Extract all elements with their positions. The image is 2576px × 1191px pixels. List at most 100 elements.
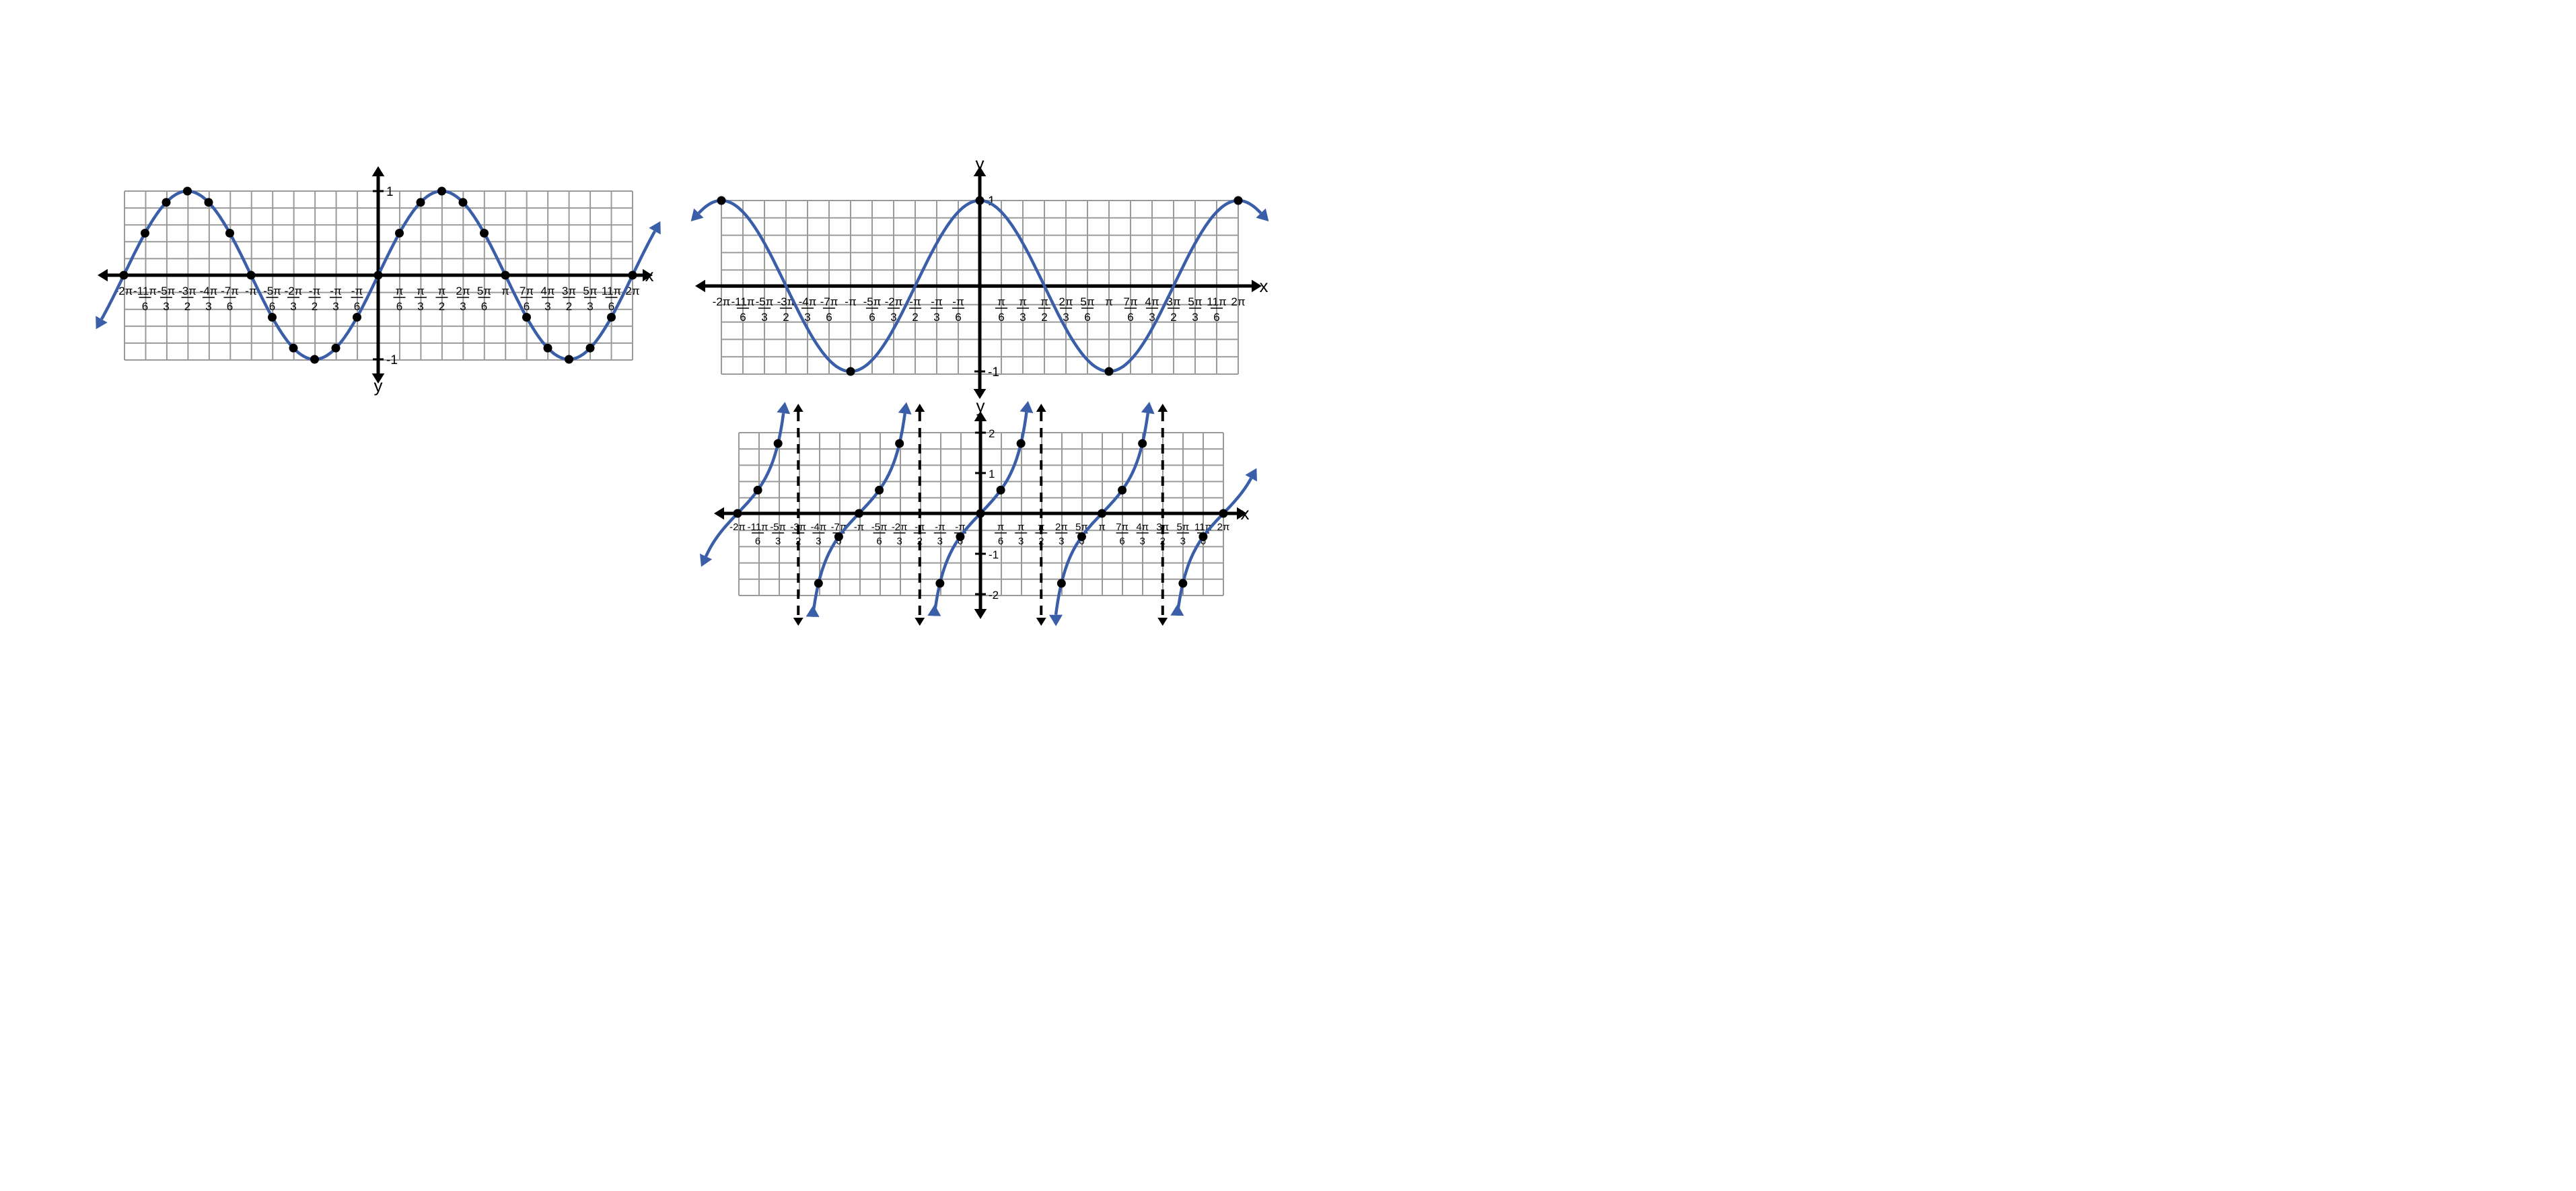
data-point <box>183 186 192 196</box>
data-point <box>373 270 383 280</box>
asymptote-arrow-icon <box>1157 404 1168 412</box>
x-tick-label-denominator: 3 <box>933 311 939 324</box>
x-tick-label: 4π <box>1145 295 1159 308</box>
x-tick-label: π <box>396 285 404 297</box>
x-tick-label: -π <box>845 295 856 308</box>
curve-arrow-icon <box>806 605 820 617</box>
x-tick-label-denominator: 6 <box>608 300 614 313</box>
data-point <box>846 367 855 376</box>
data-point <box>458 198 468 207</box>
data-point <box>141 229 149 238</box>
data-point <box>204 198 213 207</box>
x-tick-label: -π <box>245 285 256 297</box>
x-tick-label-denominator: 6 <box>998 536 1003 547</box>
x-tick-label: π <box>997 295 1005 308</box>
x-tick-label: -π <box>351 285 363 297</box>
x-tick-label: 5π <box>1075 521 1088 533</box>
x-tick-label-denominator: 3 <box>804 311 810 324</box>
data-point <box>814 579 823 588</box>
x-tick-label-denominator: 2 <box>1038 536 1044 547</box>
data-point <box>331 343 341 353</box>
data-point <box>628 270 637 280</box>
x-tick-label: -11π <box>748 521 768 533</box>
x-tick-label-denominator: 6 <box>1213 311 1219 324</box>
x-tick-label-denominator: 3 <box>290 300 296 313</box>
x-tick-label: -11π <box>133 285 157 297</box>
x-tick-label-denominator: 6 <box>955 311 961 324</box>
curve-arrow-icon <box>1245 468 1257 482</box>
curve-arrow-icon <box>649 221 661 235</box>
curve-arrow-icon <box>1170 604 1184 616</box>
curve-arrow-icon <box>690 208 704 221</box>
x-tick-label-denominator: 6 <box>869 311 875 324</box>
x-tick-label: 2π <box>456 285 470 297</box>
x-tick-label-denominator: 6 <box>958 536 963 547</box>
x-tick-label-denominator: 3 <box>896 536 902 547</box>
x-tick-label-denominator: 6 <box>836 536 841 547</box>
x-tick-label-denominator: 6 <box>826 311 832 324</box>
data-point <box>501 270 510 280</box>
x-tick-label-denominator: 6 <box>876 536 882 547</box>
x-axis-arrow-icon <box>695 279 705 293</box>
x-tick-label-denominator: 2 <box>1160 536 1166 547</box>
data-point <box>416 198 425 207</box>
x-tick-label: 5π <box>1188 295 1202 308</box>
data-point <box>1098 509 1106 518</box>
data-point <box>522 313 531 322</box>
y-tick-label: -1 <box>989 548 999 561</box>
x-tick-label: -π <box>955 521 965 533</box>
data-point <box>733 509 742 518</box>
x-tick-label: 7π <box>1123 295 1137 308</box>
x-tick-label: 2π <box>625 285 639 297</box>
x-tick-label: -5π <box>263 285 281 297</box>
x-tick-label-denominator: 6 <box>1084 311 1090 324</box>
y-axis-arrow-icon <box>974 411 987 421</box>
x-tick-label-denominator: 3 <box>417 300 423 313</box>
x-tick-label-denominator: 6 <box>1079 536 1084 547</box>
x-tick-label-denominator: 2 <box>795 536 801 547</box>
y-axis-label: y <box>374 375 383 396</box>
x-tick-label: -3π <box>178 285 196 297</box>
curve-arrow-icon <box>1256 208 1269 221</box>
asymptote-arrow-icon <box>793 618 803 626</box>
data-point <box>895 439 904 448</box>
x-tick-label-denominator: 2 <box>783 311 789 324</box>
y-tick-label: 1 <box>988 194 995 209</box>
data-point <box>225 229 234 238</box>
x-tick-label-denominator: 3 <box>205 300 211 313</box>
x-tick-label: -5π <box>756 295 774 308</box>
x-tick-label-denominator: 6 <box>1127 311 1133 324</box>
data-point <box>268 313 277 322</box>
x-tick-label-denominator: 2 <box>439 300 445 313</box>
x-tick-label: π <box>438 285 446 297</box>
x-axis-label: x <box>645 265 654 285</box>
data-point <box>246 270 256 280</box>
x-tick-label: 11π <box>602 285 621 297</box>
y-axis-label: y <box>976 153 985 174</box>
x-tick-label: 2π <box>1059 295 1073 308</box>
x-tick-label: -5π <box>770 521 786 533</box>
data-point <box>1077 532 1086 542</box>
x-tick-label: -π <box>935 521 945 533</box>
y-axis-arrow-icon <box>974 609 987 619</box>
x-tick-label: π <box>1019 295 1027 308</box>
x-tick-label-denominator: 3 <box>1059 536 1064 547</box>
x-tick-label-denominator: 6 <box>1119 536 1124 547</box>
x-tick-label: π <box>1040 295 1048 308</box>
data-point <box>855 509 863 518</box>
x-tick-label-denominator: 3 <box>1149 311 1155 324</box>
x-tick-label-denominator: 3 <box>890 311 896 324</box>
data-point <box>310 355 319 364</box>
asymptote-arrow-icon <box>1036 618 1046 626</box>
data-point <box>1104 367 1114 376</box>
x-tick-label-denominator: 2 <box>917 536 923 547</box>
x-tick-label: -5π <box>863 295 882 308</box>
x-tick-label: -π <box>330 285 341 297</box>
y-axis-arrow-icon <box>973 389 987 399</box>
data-point <box>996 485 1005 495</box>
data-point <box>753 485 762 495</box>
x-tick-label: π <box>1098 521 1105 533</box>
x-tick-label-denominator: 3 <box>163 300 169 313</box>
x-tick-label: -7π <box>221 285 239 297</box>
x-axis-arrow-icon <box>643 268 653 282</box>
